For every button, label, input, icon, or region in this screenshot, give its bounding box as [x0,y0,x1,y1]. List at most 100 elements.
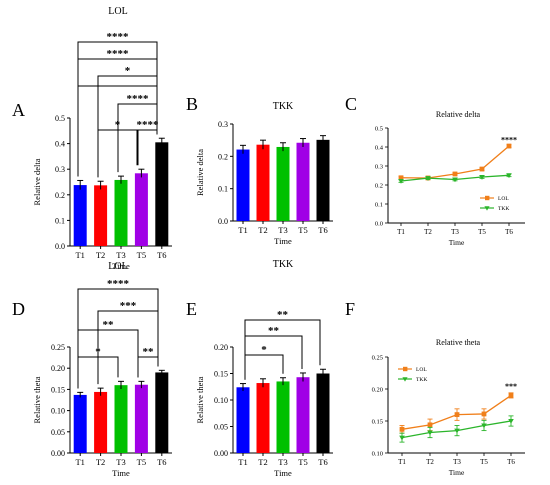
significance-bracket: * [77,346,119,389]
y-tick-label: 0.3 [55,165,65,174]
bar-t6 [155,142,169,246]
panel-letter-d: D [12,299,25,319]
bar-t1 [73,185,87,246]
y-tick-label: 0.20 [214,343,228,352]
x-tick-label-t3: T3 [278,225,287,235]
x-tick-label-t6: T6 [157,250,166,260]
bar-t1 [236,387,250,453]
y-tick-label: 0.15 [214,370,228,379]
x-axis-label: Time [112,261,130,271]
bracket-line [77,356,119,389]
y-tick-label: 0.2 [218,152,228,161]
y-tick-label: 0.5 [55,114,65,123]
y-tick-label: 0.10 [214,396,228,405]
bar-t2 [94,391,108,453]
x-tick-label-t3: T3 [451,228,459,236]
x-tick-label-t1: T1 [75,457,84,467]
data-point-lol [479,166,485,172]
y-tick-label: 0.2 [375,183,383,190]
significance-label: * [261,344,267,356]
y-tick-label: 0.0 [218,217,228,226]
bar-t6 [155,372,169,453]
data-point-tkk [425,176,431,181]
significance-label: ** [277,309,289,321]
y-tick-label: 0.00 [51,449,65,458]
x-tick-label-t5: T5 [480,458,488,466]
significance-label: **** [107,31,130,43]
y-tick-label: 0.0 [55,242,65,251]
x-axis-label: Time [449,238,465,247]
bracket-line [137,356,159,378]
chart-title: Relative theta [436,338,481,347]
x-tick-label-t3: T3 [453,458,461,466]
bracket-line [97,129,138,178]
legend-marker [484,206,490,211]
legend-entry-tkk: TKK [398,377,427,383]
y-tick-label: 0.15 [51,385,65,394]
bar-t5 [296,377,310,453]
y-axis-label: Relative delta [32,158,42,205]
x-tick-label-t3: T3 [116,250,125,260]
bracket-line [77,329,139,389]
x-tick-label-t1: T1 [397,228,405,236]
bracket-line [244,335,303,380]
y-axis-label: Relative theta [195,376,205,423]
x-tick-label-t2: T2 [96,457,105,467]
y-tick-label: 0.1 [218,185,228,194]
y-tick-label: 0.0 [375,221,383,228]
x-axis-label: Time [274,468,292,478]
significance-label: ** [103,319,115,331]
legend-label: TKK [498,206,509,212]
bar-t1 [236,149,250,221]
data-point-tkk [399,435,405,441]
data-point-lol [427,422,433,428]
x-tick-label-t6: T6 [318,457,327,467]
bracket-line [97,310,159,385]
panel-letter-b: B [186,94,198,114]
x-tick-label-t1: T1 [398,458,406,466]
x-tick-label-t2: T2 [426,458,434,466]
bar-t1 [73,394,87,453]
x-tick-label-t3: T3 [278,457,287,467]
y-tick-label: 0.3 [375,164,383,171]
significance-label: *** [120,300,137,312]
significance-bracket: **** [117,93,158,173]
significance-label: **** [137,119,160,131]
x-tick-label-t2: T2 [424,228,432,236]
bar-chart-e: TKK 0.00 0.05 0.10 0.15 0.20 T1 T2 T3 T5 T6 Time Rel… [195,259,333,478]
bar-t5 [296,142,310,221]
bar-t5 [134,173,148,246]
significance-bracket: * [97,119,138,178]
bar-t2 [94,185,108,246]
series-tkk [398,173,512,184]
x-axis-label: Time [112,468,130,478]
x-tick-label-t5: T5 [478,228,486,236]
bar-t2 [256,144,270,221]
y-axis-label: Relative delta [195,149,205,196]
y-tick-label: 0.20 [372,387,383,394]
bracket-line [117,103,158,173]
x-tick-label-t1: T1 [75,250,84,260]
y-tick-label: 0.25 [51,343,65,352]
data-point-lol [481,411,487,417]
x-tick-label-t1: T1 [238,225,247,235]
bar-t3 [114,179,128,246]
x-axis-label: Time [449,468,465,477]
chart-title: TKK [273,101,294,112]
x-tick-label-t5: T5 [298,225,307,235]
significance-bracket: *** [97,300,159,385]
bar-t3 [276,381,290,453]
data-point-lol [454,412,460,417]
x-tick-label-t6: T6 [505,228,513,236]
chart-title: TKK [273,259,294,270]
y-tick-label: 0.3 [218,120,228,129]
x-tick-label-t6: T6 [318,225,327,235]
x-tick-label-t5: T5 [298,457,307,467]
significance-label: * [115,119,121,131]
bar-t6 [316,373,330,453]
significance-bracket: ** [77,319,139,389]
data-point-tkk [427,430,433,436]
legend-label: TKK [416,377,427,383]
bar-t5 [134,384,148,453]
